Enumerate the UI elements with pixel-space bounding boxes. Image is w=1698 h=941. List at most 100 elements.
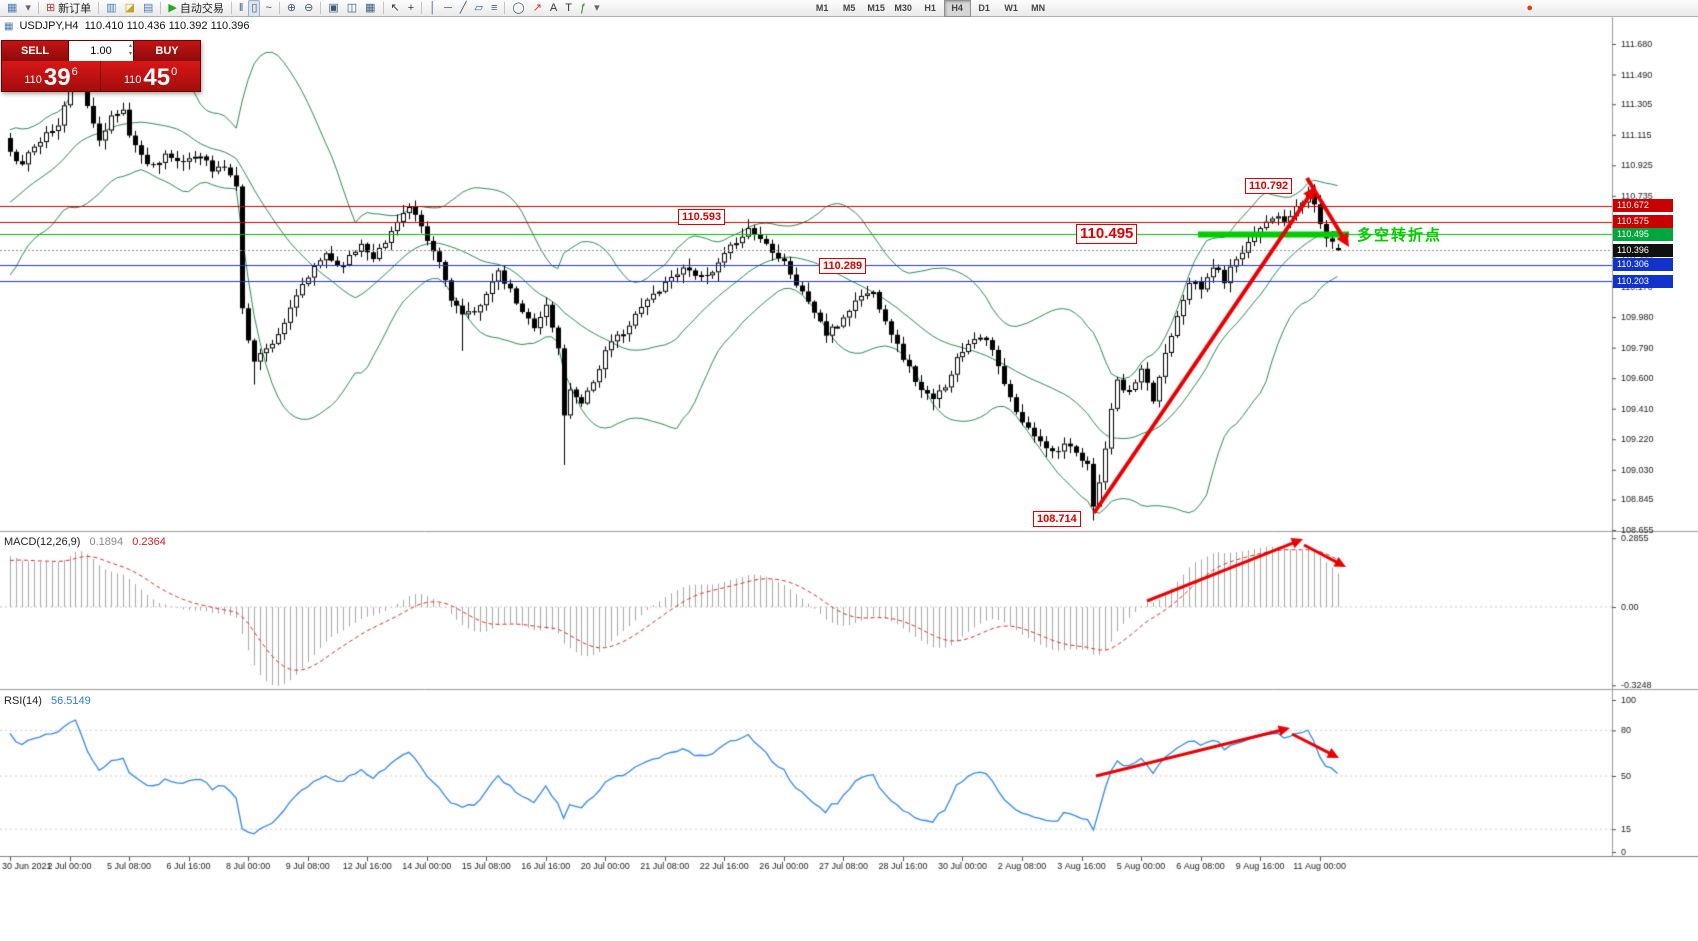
timeframe-d1[interactable]: D1 <box>978 2 990 13</box>
sell-button[interactable]: SELL <box>2 41 68 61</box>
toolbar-separator <box>421 2 423 14</box>
text-tool-icon[interactable]: A <box>547 0 560 17</box>
candlestick-chart-icon[interactable]: ▯ <box>248 0 261 17</box>
toolbar-separator <box>37 2 39 14</box>
connection-status-icon[interactable]: ● <box>1523 0 1536 17</box>
fibonacci-icon-glyph: ≡ <box>490 1 498 14</box>
sell-price[interactable]: 110 39 6 <box>2 61 101 91</box>
tile-windows-icon[interactable]: ▣ <box>325 0 341 17</box>
tile-windows-icon-glyph: ▣ <box>328 1 339 14</box>
autotrade-button-label: 自动交易 <box>179 3 224 15</box>
rsi-value: 56.5149 <box>50 695 91 707</box>
indicators-icon[interactable]: ƒ <box>577 0 589 17</box>
chart-dropdown-caret-glyph: ▾ <box>25 1 31 14</box>
chart-ohlc-header: ▦ USDJPY,H4 110.410 110.436 110.392 110.… <box>4 20 250 32</box>
macd-signal-value: 0.2364 <box>132 536 166 548</box>
toolbar-separator <box>160 2 162 14</box>
candlestick-chart-icon-glyph: ▯ <box>251 1 258 14</box>
channel-icon[interactable]: ▱ <box>472 0 486 17</box>
timeframe-m5[interactable]: M5 <box>842 2 856 13</box>
buy-button[interactable]: BUY <box>134 41 200 61</box>
turning-point-annotation[interactable]: 多空转折点 <box>1357 227 1443 244</box>
bar-chart-icon-glyph: ‖ <box>238 1 244 14</box>
price-callout[interactable]: 110.495 <box>1076 224 1138 244</box>
rsi-name: RSI(14) <box>4 695 42 707</box>
new-order-button-glyph: ⊞ <box>45 1 56 14</box>
text-label-icon[interactable]: T <box>562 0 575 17</box>
timeframe-h1[interactable]: H1 <box>924 2 936 13</box>
volume-up-icon[interactable]: ▴ <box>128 43 132 49</box>
terminal-icon[interactable]: ▤ <box>140 0 156 17</box>
buy-price-big: 45 <box>143 64 171 91</box>
zoom-in-icon[interactable]: ⊕ <box>284 0 299 17</box>
toolbar-separator <box>320 2 322 14</box>
horizontal-line-icon[interactable]: ─ <box>441 0 455 17</box>
arrows-tool-icon[interactable]: ↗ <box>530 0 545 17</box>
fibonacci-icon[interactable]: ≡ <box>488 0 500 17</box>
buy-price-whole: 110 <box>123 74 142 86</box>
navigator-icon-glyph: ◪ <box>124 1 135 14</box>
connection-status-icon-glyph: ● <box>1526 1 1533 14</box>
horizontal-line-icon-glyph: ─ <box>444 1 452 14</box>
navigator-icon[interactable]: ◪ <box>122 0 138 17</box>
cascade-windows-icon[interactable]: ◫ <box>344 0 360 17</box>
chart-dropdown-caret[interactable]: ▾ <box>22 0 34 17</box>
terminal-icon-glyph: ▤ <box>142 1 154 14</box>
chart-symbol-icon: ▦ <box>4 20 14 32</box>
channel-icon-glyph: ▱ <box>474 1 483 14</box>
volume-box: ▴ ▾ <box>68 41 134 61</box>
sell-price-pip: 6 <box>71 66 78 78</box>
indicators-caret[interactable]: ▾ <box>591 0 603 17</box>
sell-button-label: SELL <box>20 45 50 57</box>
zoom-out-icon[interactable]: ⊖ <box>301 0 316 17</box>
timeframe-h4[interactable]: H4 <box>943 0 971 17</box>
vertical-line-icon[interactable]: │ <box>426 0 439 17</box>
bar-chart-icon[interactable]: ‖ <box>236 0 247 17</box>
timeframe-m15[interactable]: M15 <box>867 2 885 13</box>
trendline-icon[interactable]: ╱ <box>457 0 470 17</box>
volume-down-icon[interactable]: ▾ <box>128 51 132 57</box>
macd-name: MACD(12,26,9) <box>4 536 81 548</box>
cascade-windows-icon-glyph: ◫ <box>346 1 358 14</box>
crosshair-icon-glyph: + <box>407 1 415 14</box>
chart-ohlc-values: 110.410 110.436 110.392 110.396 <box>84 20 250 32</box>
new-order-button[interactable]: ⊞ 新订单 <box>43 0 94 17</box>
shapes-icon-glyph: ◯ <box>512 1 525 14</box>
market-watch-icon[interactable]: ▥ <box>103 0 119 17</box>
cursor-icon-glyph: ↖ <box>390 1 400 14</box>
buy-button-label: BUY <box>155 45 179 57</box>
new-order-button-label: 新订单 <box>58 3 92 15</box>
timeframe-w1[interactable]: W1 <box>1004 2 1018 13</box>
rsi-indicator-label: RSI(14) 56.5149 <box>4 695 91 707</box>
market-watch-icon-glyph: ▥ <box>106 1 117 14</box>
trendline-icon-glyph: ╱ <box>459 1 467 14</box>
price-callout[interactable]: 108.714 <box>1033 511 1081 527</box>
price-callout[interactable]: 110.289 <box>819 258 867 274</box>
new-chart-button-glyph: ▦ <box>7 1 18 14</box>
sell-price-big: 39 <box>43 64 71 91</box>
price-callout[interactable]: 110.792 <box>1245 178 1293 194</box>
autotrade-button[interactable]: ▶ 自动交易 <box>165 0 226 17</box>
price-callout[interactable]: 110.593 <box>678 209 726 225</box>
auto-arrange-icon[interactable]: ▦ <box>362 0 378 17</box>
shapes-icon[interactable]: ◯ <box>509 0 527 17</box>
timeframe-m30[interactable]: M30 <box>894 2 912 13</box>
line-chart-icon[interactable]: ~ <box>262 0 274 17</box>
one-click-trading-panel: SELL ▴ ▾ BUY 110 39 6 110 45 0 <box>1 40 201 92</box>
volume-spinner[interactable]: ▴ ▾ <box>129 42 132 58</box>
toolbar-separator <box>98 2 100 14</box>
arrows-tool-icon-glyph: ↗ <box>532 1 542 14</box>
vertical-line-icon-glyph: │ <box>429 1 437 14</box>
cursor-icon[interactable]: ↖ <box>388 0 403 17</box>
zoom-in-icon-glyph: ⊕ <box>286 1 297 14</box>
timeframe-mn[interactable]: MN <box>1031 2 1046 13</box>
crosshair-icon[interactable]: + <box>405 0 417 17</box>
timeframe-m1[interactable]: M1 <box>815 2 829 13</box>
volume-input[interactable] <box>77 44 125 58</box>
text-tool-icon-glyph: A <box>549 1 558 14</box>
new-chart-button[interactable]: ▦ <box>4 0 20 17</box>
buy-price[interactable]: 110 45 0 <box>101 61 200 91</box>
